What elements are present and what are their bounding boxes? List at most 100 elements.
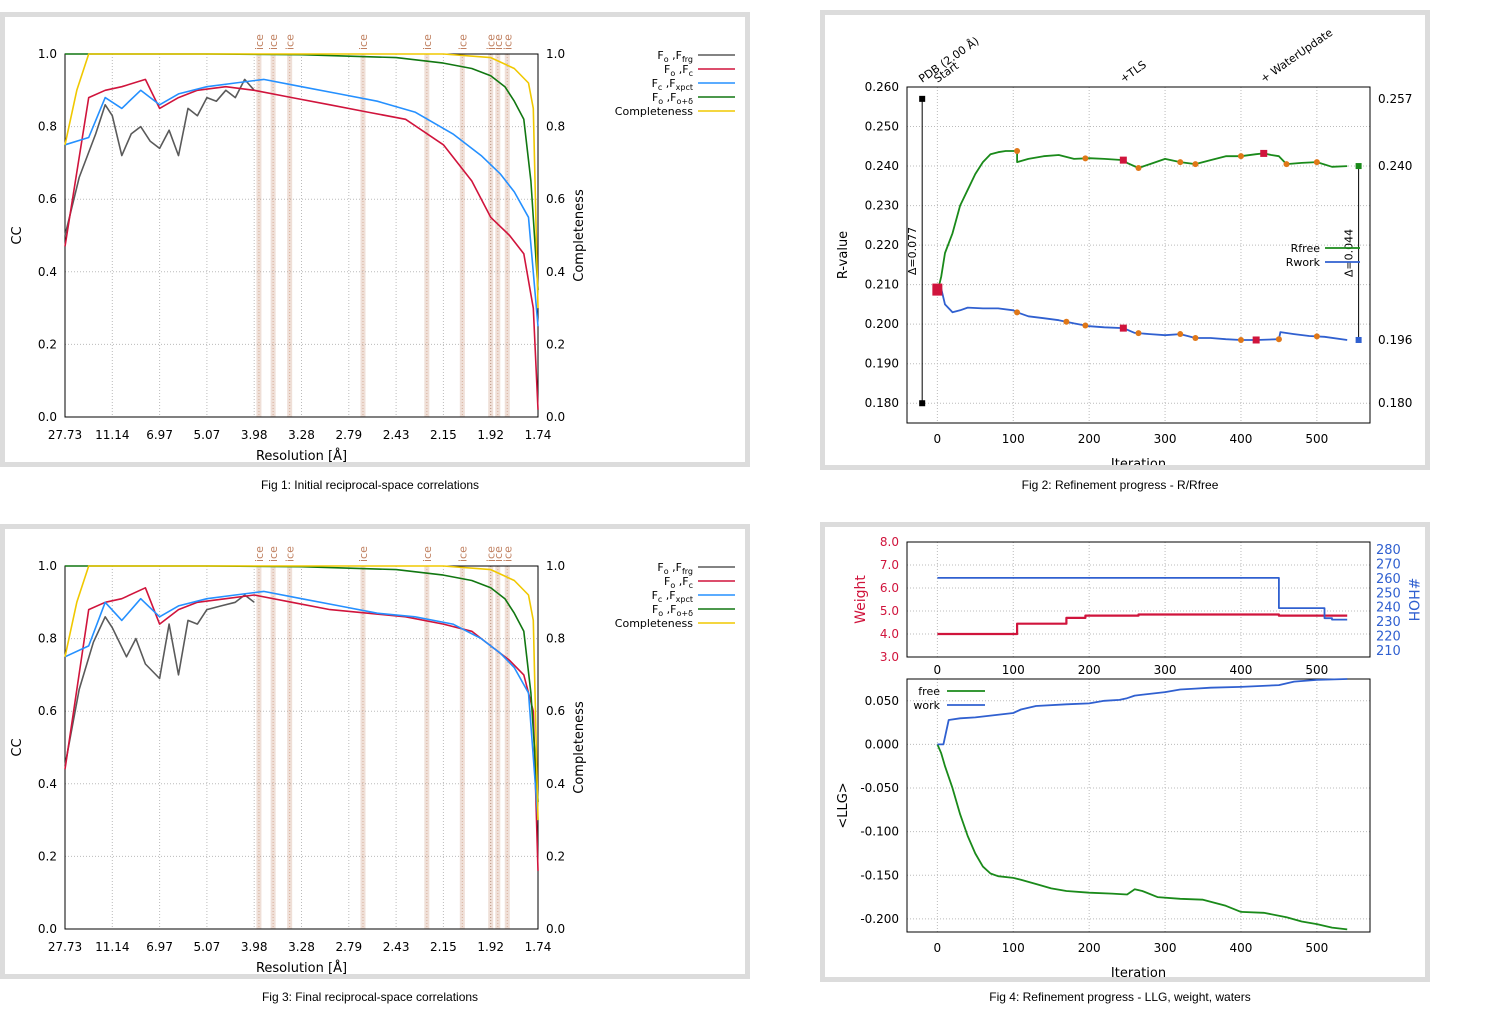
y2-tick-label: 0.196 <box>1378 333 1412 347</box>
fig1-chart: 27.73 11.14 6.97 5.07 3.98 3.28 2.79 2.43 2.15 1.… <box>10 34 735 462</box>
fig2-panel: 0 100 200 300 400 500 0.260 0.250 0.240 0.230 0.22… <box>820 10 1430 470</box>
pdb-rfree-marker <box>919 95 926 102</box>
y2-tick-label: 0.6 <box>546 704 565 718</box>
x-tick-label: 1.74 <box>525 428 552 442</box>
y2-tick-label: 250 <box>1376 586 1401 601</box>
ice-band <box>287 54 293 417</box>
x-tick-label: 0 <box>934 432 942 446</box>
hoh-line <box>937 577 1348 621</box>
x-tick-label: 11.14 <box>95 428 129 442</box>
y2-tick-label: 0.257 <box>1378 92 1412 106</box>
x-tick-label: 100 <box>1002 941 1025 955</box>
y-tick-label: 0.200 <box>865 317 899 331</box>
fig3-caption: Fig 3: Final reciprocal-space correlatio… <box>261 990 479 1004</box>
ice-label: ice <box>485 546 498 562</box>
series-line <box>64 78 255 236</box>
x-tick-label: 3.28 <box>288 940 315 954</box>
ice-label: ice <box>421 546 434 562</box>
delta-right-label: Δ=0.044 <box>1343 229 1356 277</box>
x-tick-label: 27.73 <box>48 940 82 954</box>
x-tick-label: 27.73 <box>48 428 82 442</box>
ice-band <box>287 566 293 929</box>
y-tick-label: 0.0 <box>38 922 57 936</box>
x-tick-label: 200 <box>1078 432 1101 446</box>
weight-line <box>937 613 1348 636</box>
y-tick-label: 0.000 <box>865 737 899 751</box>
ice-band <box>488 566 494 929</box>
y2-tick-label: 1.0 <box>546 559 565 573</box>
ice-label: ice <box>492 34 505 50</box>
ice-band <box>360 54 366 417</box>
ice-label: ice <box>421 34 434 50</box>
y-tick-label: 0.4 <box>38 777 57 791</box>
series-line <box>64 78 539 410</box>
y2-tick-label: 0.0 <box>546 922 565 936</box>
fig4-caption: Fig 4: Refinement progress - LLG, weight… <box>989 990 1251 1004</box>
ice-label: ice <box>501 34 514 50</box>
y2-tick-label: 210 <box>1376 644 1401 659</box>
series-line <box>936 287 1348 341</box>
x-tick-label: 200 <box>1078 941 1101 955</box>
rwork-marker <box>1063 318 1070 325</box>
legend-label: Rwork <box>1286 256 1321 269</box>
x-tick-label: 500 <box>1305 663 1328 677</box>
rfree-marker <box>1283 161 1290 168</box>
series-line <box>64 565 539 821</box>
pdb-rwork-marker <box>919 400 926 407</box>
rwork-marker <box>1014 309 1021 316</box>
rfree-macro-marker <box>1260 149 1268 157</box>
ice-band <box>270 54 276 417</box>
delta-left-label: Δ=0.077 <box>906 227 919 275</box>
y-tick-label: 0.260 <box>865 80 899 94</box>
rfree-macro-marker <box>1119 156 1127 164</box>
ice-band <box>424 566 430 929</box>
ice-band <box>459 566 465 929</box>
x-tick-label: 2.43 <box>383 940 410 954</box>
y2-tick-label: 240 <box>1376 601 1401 616</box>
y2-tick-label: 220 <box>1376 629 1401 644</box>
x-tick-label: 2.15 <box>430 428 457 442</box>
y2-tick-label: 0.8 <box>546 120 565 134</box>
rwork-marker <box>1135 330 1142 337</box>
x-tick-label: 0 <box>934 663 942 677</box>
x-axis-label: Iteration <box>1111 457 1166 465</box>
y-tick-label: 0.2 <box>38 849 57 863</box>
event-label: + WaterUpdate <box>1258 26 1335 86</box>
ice-label: ice <box>284 546 297 562</box>
ice-label: ice <box>267 546 280 562</box>
legend-label: Rfree <box>1291 242 1321 255</box>
rfree-marker <box>1082 155 1089 162</box>
legend-label: Fo ,Fc <box>664 575 693 590</box>
ice-label: ice <box>456 546 469 562</box>
llg-work-line <box>937 678 1348 746</box>
ice-band <box>256 54 262 417</box>
y-tick-label: 4.0 <box>880 627 899 641</box>
ice-band <box>495 566 501 929</box>
y2-tick-label: 0.8 <box>546 632 565 646</box>
weight-axis-label: Weight <box>853 575 869 624</box>
y-tick-label: 0.6 <box>38 192 57 206</box>
x-tick-label: 6.97 <box>146 940 173 954</box>
x-tick-label: 100 <box>1002 663 1025 677</box>
ice-label: ice <box>253 34 266 50</box>
x-tick-label: 2.79 <box>335 428 362 442</box>
x-tick-label: 400 <box>1230 432 1253 446</box>
series-line <box>64 586 539 871</box>
x-tick-label: 400 <box>1230 941 1253 955</box>
y-tick-label: 1.0 <box>38 559 57 573</box>
y2-tick-label: 0.4 <box>546 777 565 791</box>
x-tick-label: 0 <box>934 941 942 955</box>
ice-band <box>459 54 465 417</box>
x-tick-label: 2.79 <box>335 940 362 954</box>
ice-label: ice <box>485 34 498 50</box>
legend-label: Completeness <box>615 617 693 630</box>
plot-frame <box>906 86 1371 424</box>
rfree-marker <box>1177 159 1184 166</box>
rwork-macro-marker <box>1252 336 1260 344</box>
llg-free-line <box>936 744 1348 931</box>
series-line <box>64 78 539 327</box>
x-axis-label: Resolution [Å] <box>256 960 347 974</box>
y2-tick-label: 230 <box>1376 615 1401 630</box>
start-marker <box>932 283 943 296</box>
y-tick-label: 0.0 <box>38 410 57 424</box>
